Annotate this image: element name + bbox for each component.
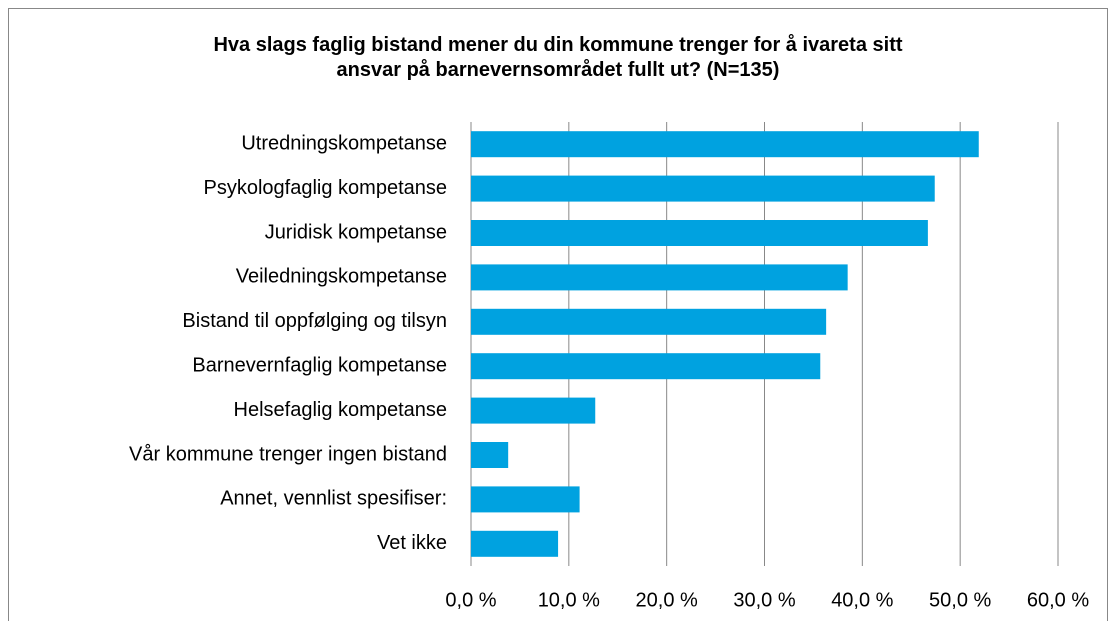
chart-frame <box>8 8 1108 621</box>
y-tick-label: Vår kommune trenger ingen bistand <box>129 443 447 465</box>
x-tick-label: 30,0 % <box>733 589 795 611</box>
y-tick-label: Psykologfaglig kompetanse <box>204 177 447 199</box>
chart-title: Hva slags faglig bistand mener du din ko… <box>213 34 903 81</box>
x-tick-label: 10,0 % <box>538 589 600 611</box>
x-tick-label: 20,0 % <box>636 589 698 611</box>
y-tick-label: Vet ikke <box>377 532 447 554</box>
y-tick-label: Juridisk kompetanse <box>265 221 447 243</box>
x-tick-label: 60,0 % <box>1027 589 1089 611</box>
x-tick-label: 40,0 % <box>831 589 893 611</box>
y-tick-label: Barnevernfaglig kompetanse <box>192 354 447 376</box>
bar <box>471 530 559 557</box>
bar <box>471 175 935 202</box>
bar <box>471 131 979 158</box>
bar <box>471 264 848 291</box>
x-tick-label: 50,0 % <box>929 589 991 611</box>
y-tick-label: Bistand til oppfølging og tilsyn <box>182 310 447 332</box>
bar <box>471 442 509 468</box>
y-tick-label: Annet, vennlist spesifiser: <box>220 488 447 510</box>
y-tick-label: Helsefaglig kompetanse <box>234 399 447 421</box>
bar <box>471 353 821 380</box>
bar <box>471 220 928 246</box>
bar <box>471 486 580 513</box>
y-tick-label: Veiledningskompetanse <box>236 266 447 288</box>
x-tick-label: 0,0 % <box>445 589 496 611</box>
bar <box>471 308 827 335</box>
bar <box>471 397 596 424</box>
y-tick-label: Utredningskompetanse <box>241 132 447 154</box>
